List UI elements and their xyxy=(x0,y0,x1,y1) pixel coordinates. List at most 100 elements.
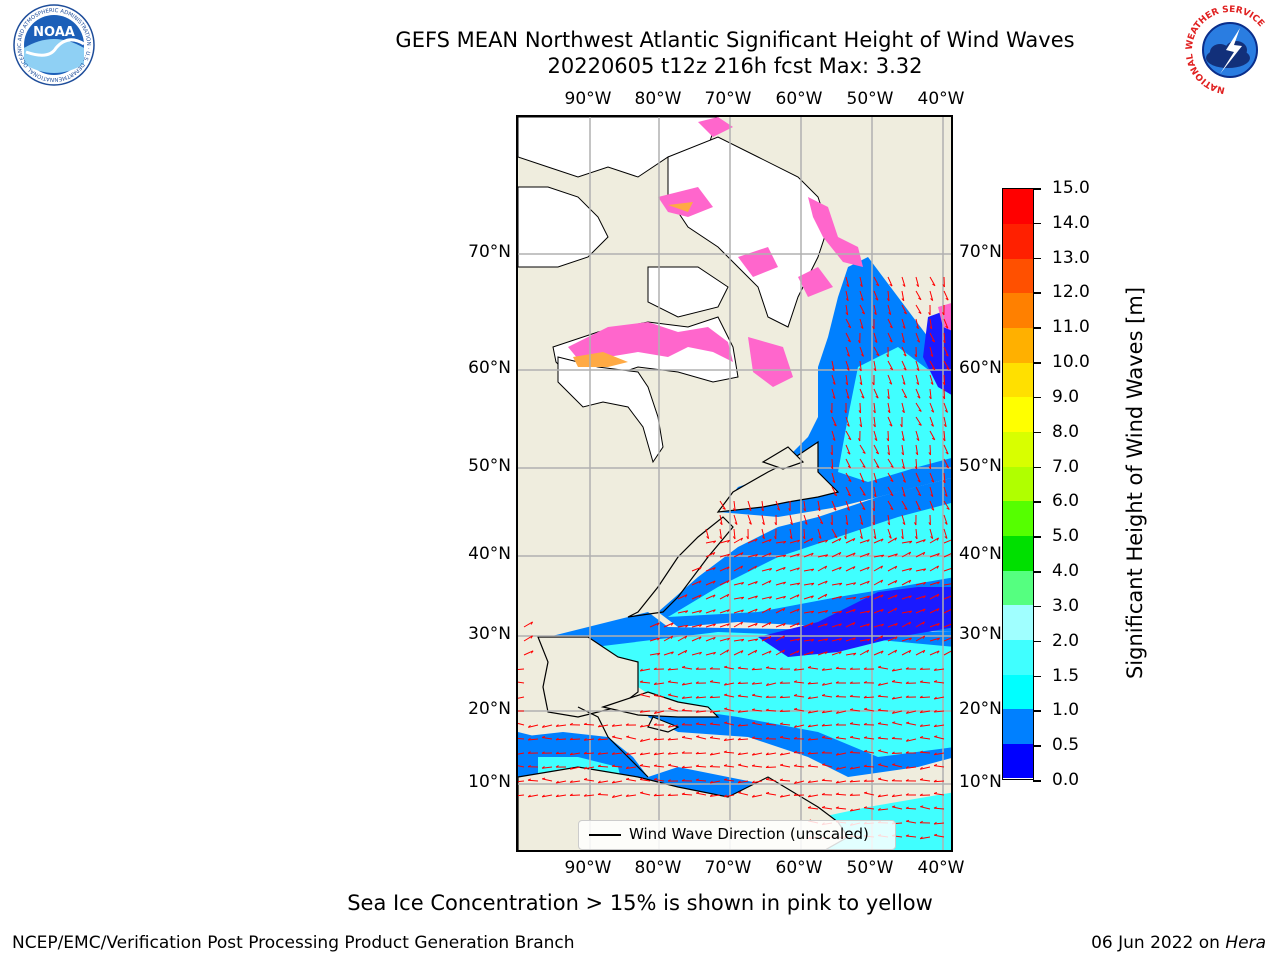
wave-direction-arrowhead xyxy=(597,724,601,728)
wave-direction-arrowhead xyxy=(752,693,756,696)
wave-direction-arrowhead xyxy=(832,396,836,399)
wave-direction-arrowhead xyxy=(555,765,559,768)
wave-direction-arrow xyxy=(831,472,836,483)
wave-direction-arrow xyxy=(682,682,693,686)
wave-direction-arrow xyxy=(943,290,949,301)
wave-direction-arrow xyxy=(878,666,889,670)
wave-direction-arrowhead xyxy=(846,354,850,357)
wave-direction-arrowhead xyxy=(653,667,657,670)
wave-direction-arrowhead xyxy=(751,681,755,685)
wave-direction-arrowhead xyxy=(667,751,671,755)
wave-direction-arrowhead xyxy=(891,778,895,782)
wave-direction-arrow xyxy=(831,416,837,427)
wave-direction-arrowhead xyxy=(930,494,934,497)
wave-direction-arrowhead xyxy=(839,623,842,627)
wave-direction-arrowhead xyxy=(909,610,913,614)
wave-direction-arrow xyxy=(929,332,936,343)
wave-direction-arrowhead xyxy=(740,537,744,541)
wave-direction-arrowhead xyxy=(905,834,909,837)
wave-direction-arrowhead xyxy=(902,480,906,483)
wave-direction-arrow xyxy=(849,780,861,783)
wave-direction-arrow xyxy=(695,752,707,755)
wave-direction-arrowhead xyxy=(727,623,730,627)
wave-direction-arrowhead xyxy=(597,792,601,795)
wave-direction-arrowhead xyxy=(933,821,937,825)
wave-direction-arrow xyxy=(915,595,926,600)
wave-direction-arrow xyxy=(733,609,744,614)
wave-direction-arrow xyxy=(738,710,749,713)
wave-direction-arrow xyxy=(873,650,884,656)
lat-label-left: 50°N xyxy=(468,456,511,476)
wave-direction-arrowhead xyxy=(653,694,658,696)
map-canvas xyxy=(518,117,951,850)
footer-credit: NCEP/EMC/Verification Post Processing Pr… xyxy=(12,933,575,953)
wave-direction-arrow xyxy=(752,765,763,768)
wave-direction-arrowhead xyxy=(891,751,895,754)
lat-label-right: 70°N xyxy=(959,242,1002,262)
colorbar-tick-mark xyxy=(1033,780,1041,782)
wave-direction-arrowhead xyxy=(919,778,924,781)
wave-direction-arrowhead xyxy=(625,777,630,780)
wave-direction-arrow xyxy=(555,752,567,755)
lat-label-left: 60°N xyxy=(468,358,511,378)
wave-direction-arrowhead xyxy=(779,722,784,725)
wave-direction-arrow xyxy=(747,638,758,642)
sea-ice xyxy=(568,117,951,387)
colorbar-tick-label: 2.0 xyxy=(1052,630,1080,651)
wave-direction-arrowhead xyxy=(891,736,895,739)
wave-direction-arrow xyxy=(761,538,772,544)
wave-direction-arrowhead xyxy=(727,609,730,613)
wave-direction-arrow xyxy=(719,609,730,614)
wave-direction-arrowhead xyxy=(723,750,727,753)
wave-direction-arrowhead xyxy=(732,536,736,540)
wave-direction-arrowhead xyxy=(706,536,710,539)
colorbar-segment xyxy=(1003,708,1033,744)
wave-direction-arrow xyxy=(873,623,884,628)
wave-direction-arrowhead xyxy=(755,623,758,627)
wave-direction-arrow xyxy=(929,581,940,586)
lat-label-right: 30°N xyxy=(959,624,1002,644)
wave-direction-arrowhead xyxy=(889,339,893,343)
wave-direction-arrow xyxy=(892,696,903,700)
wave-direction-arrow xyxy=(873,458,880,468)
wave-direction-arrowhead xyxy=(821,806,826,808)
wave-direction-arrow xyxy=(859,623,870,628)
wave-direction-arrowhead xyxy=(906,721,910,724)
wave-direction-arrow xyxy=(943,650,951,656)
wave-direction-arrow xyxy=(831,551,842,558)
wave-direction-arrowhead xyxy=(709,736,714,739)
wave-direction-arrow xyxy=(831,374,836,385)
wave-direction-arrow xyxy=(789,650,800,656)
wave-direction-arrow xyxy=(733,552,744,558)
wave-direction-arrowhead xyxy=(824,565,828,569)
wave-direction-arrow xyxy=(528,724,539,728)
wave-direction-arrowhead xyxy=(873,410,876,414)
wave-direction-arrow xyxy=(915,551,926,558)
wave-direction-arrowhead xyxy=(873,494,877,498)
wave-direction-arrow xyxy=(695,696,707,699)
wave-direction-arrowhead xyxy=(905,751,909,754)
wave-direction-arrow xyxy=(765,723,777,726)
wave-direction-arrowhead xyxy=(583,738,587,741)
wave-direction-arrow xyxy=(915,528,918,539)
colorbar-tick-label: 5.0 xyxy=(1052,526,1080,547)
wave-direction-arrowhead xyxy=(751,794,755,798)
wave-direction-arrow xyxy=(887,500,894,510)
wave-direction-arrowhead xyxy=(942,382,946,386)
wave-direction-arrow xyxy=(598,724,609,728)
wave-direction-arrow xyxy=(915,649,926,656)
wave-direction-arrowhead xyxy=(541,766,545,769)
wave-direction-arrowhead xyxy=(922,621,925,625)
wave-direction-arrow xyxy=(915,458,918,470)
wave-direction-arrowhead xyxy=(783,541,787,544)
wave-direction-arrow xyxy=(518,765,525,768)
wave-direction-arrow xyxy=(789,594,800,600)
wave-direction-arrow xyxy=(887,607,897,614)
wave-direction-arrow xyxy=(878,778,889,782)
wave-direction-arrowhead xyxy=(905,766,909,769)
wave-direction-arrow xyxy=(933,807,945,810)
wave-direction-arrowhead xyxy=(880,594,884,598)
chart-subtitle: 20220605 t12z 216h fcst Max: 3.32 xyxy=(547,54,923,78)
wave-direction-arrow xyxy=(747,500,752,511)
wave-direction-arrow xyxy=(934,696,945,700)
